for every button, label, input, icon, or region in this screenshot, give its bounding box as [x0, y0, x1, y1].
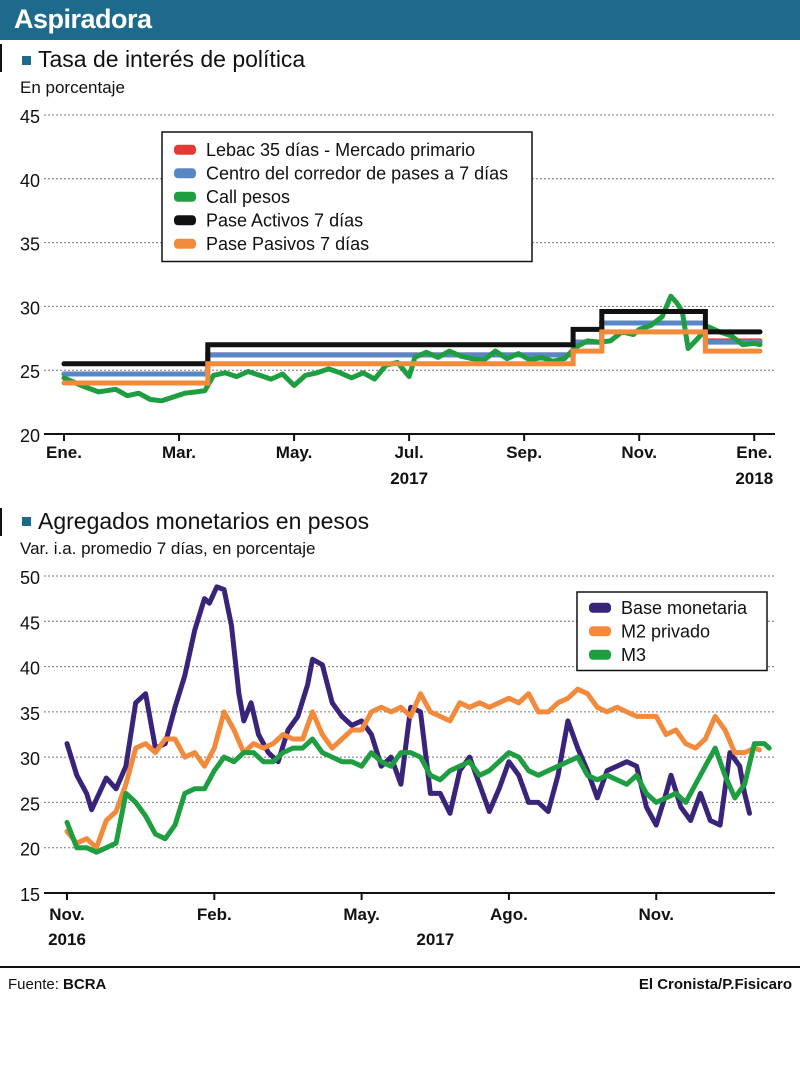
legend-box [161, 131, 533, 263]
y-tick-label: 25 [20, 794, 40, 814]
y-tick-label: 35 [20, 704, 40, 724]
header-bar: Aspiradora [0, 0, 800, 40]
y-tick-label: 15 [20, 885, 40, 905]
legend-label: Base monetaria [621, 598, 748, 618]
footer-source: Fuente: BCRA [8, 976, 106, 993]
series-line-call-pesos [61, 293, 763, 404]
x-tick-label: Nov. [49, 905, 85, 924]
x-tick-label: Feb. [197, 905, 232, 924]
legend-swatch [174, 191, 196, 202]
y-tick-label: 20 [20, 840, 40, 860]
legend-label: Centro del corredor de pases a 7 días [206, 163, 508, 183]
monetary-aggregates-chart: 15 20 25 30 35 40 45 50 Nov. Feb. May. Ago. Nov. 2016… [20, 568, 775, 949]
y-tick-label: 40 [20, 659, 40, 679]
section-marker-icon [22, 56, 31, 65]
chart1-subtitle: En porcentaje [20, 78, 125, 97]
legend-label: Lebac 35 días - Mercado primario [206, 140, 475, 160]
year-label: 2018 [735, 469, 773, 488]
series-line-pase-activos-7-dias [61, 309, 763, 367]
chart2-title: Agregados monetarios en pesos [38, 508, 370, 534]
legend-label: M2 privado [621, 621, 710, 641]
series-line-m3 [64, 736, 772, 855]
legend-swatch [174, 144, 196, 155]
year-label: 2016 [48, 930, 86, 949]
y-tick-label: 35 [20, 235, 40, 255]
y-tick-label: 45 [20, 613, 40, 633]
y-tick-label: 30 [20, 298, 40, 318]
x-tick-label: Sep. [506, 443, 542, 462]
legend-swatch [174, 168, 196, 179]
x-tick-label: Mar. [162, 443, 196, 462]
page-title: Aspiradora [14, 4, 152, 34]
legend-swatch [589, 602, 611, 613]
chart1-title: Tasa de interés de política [38, 46, 306, 72]
x-tick-label: Ago. [490, 905, 528, 924]
footer-credit: El Cronista/P.Fisicaro [638, 976, 792, 993]
series-line-base-monetaria [64, 584, 752, 828]
x-tick-label: Ene. [736, 443, 772, 462]
legend-label: Pase Pasivos 7 días [206, 234, 369, 254]
y-tick-label: 40 [20, 171, 40, 191]
y-tick-label: 25 [20, 362, 40, 382]
series-line-pase-pasivos-7-dias [61, 329, 763, 386]
legend-label: M3 [621, 645, 646, 665]
left-rule-mid [0, 508, 2, 536]
x-tick-label: May. [343, 905, 380, 924]
year-label: 2017 [390, 469, 428, 488]
y-tick-label: 50 [20, 568, 40, 588]
x-tick-label: Nov. [621, 443, 657, 462]
legend-label: Pase Activos 7 días [206, 210, 363, 230]
legend-swatch [589, 626, 611, 637]
legend-swatch [174, 238, 196, 249]
y-tick-label: 20 [20, 426, 40, 446]
legend-label: Call pesos [206, 187, 290, 207]
section-marker-icon [22, 517, 31, 526]
year-label: 2017 [416, 930, 454, 949]
legend-swatch [589, 649, 611, 660]
x-tick-label: May. [276, 443, 313, 462]
x-tick-label: Nov. [638, 905, 674, 924]
x-tick-label: Jul. [394, 443, 423, 462]
interest-rate-chart: 20 25 30 35 40 45 Ene. Mar. May. Jul. Sep. Nov. Ene.… [20, 107, 775, 488]
footer-rule [0, 966, 800, 968]
legend-swatch [174, 215, 196, 226]
y-tick-label: 30 [20, 749, 40, 769]
left-rule-top [0, 44, 2, 72]
y-tick-label: 45 [20, 107, 40, 127]
chart2-subtitle: Var. i.a. promedio 7 días, en porcentaje [20, 539, 316, 558]
source-label: Fuente: [8, 976, 59, 993]
series-line-m2-privado [64, 686, 762, 851]
source-name: BCRA [63, 976, 107, 993]
x-tick-label: Ene. [46, 443, 82, 462]
